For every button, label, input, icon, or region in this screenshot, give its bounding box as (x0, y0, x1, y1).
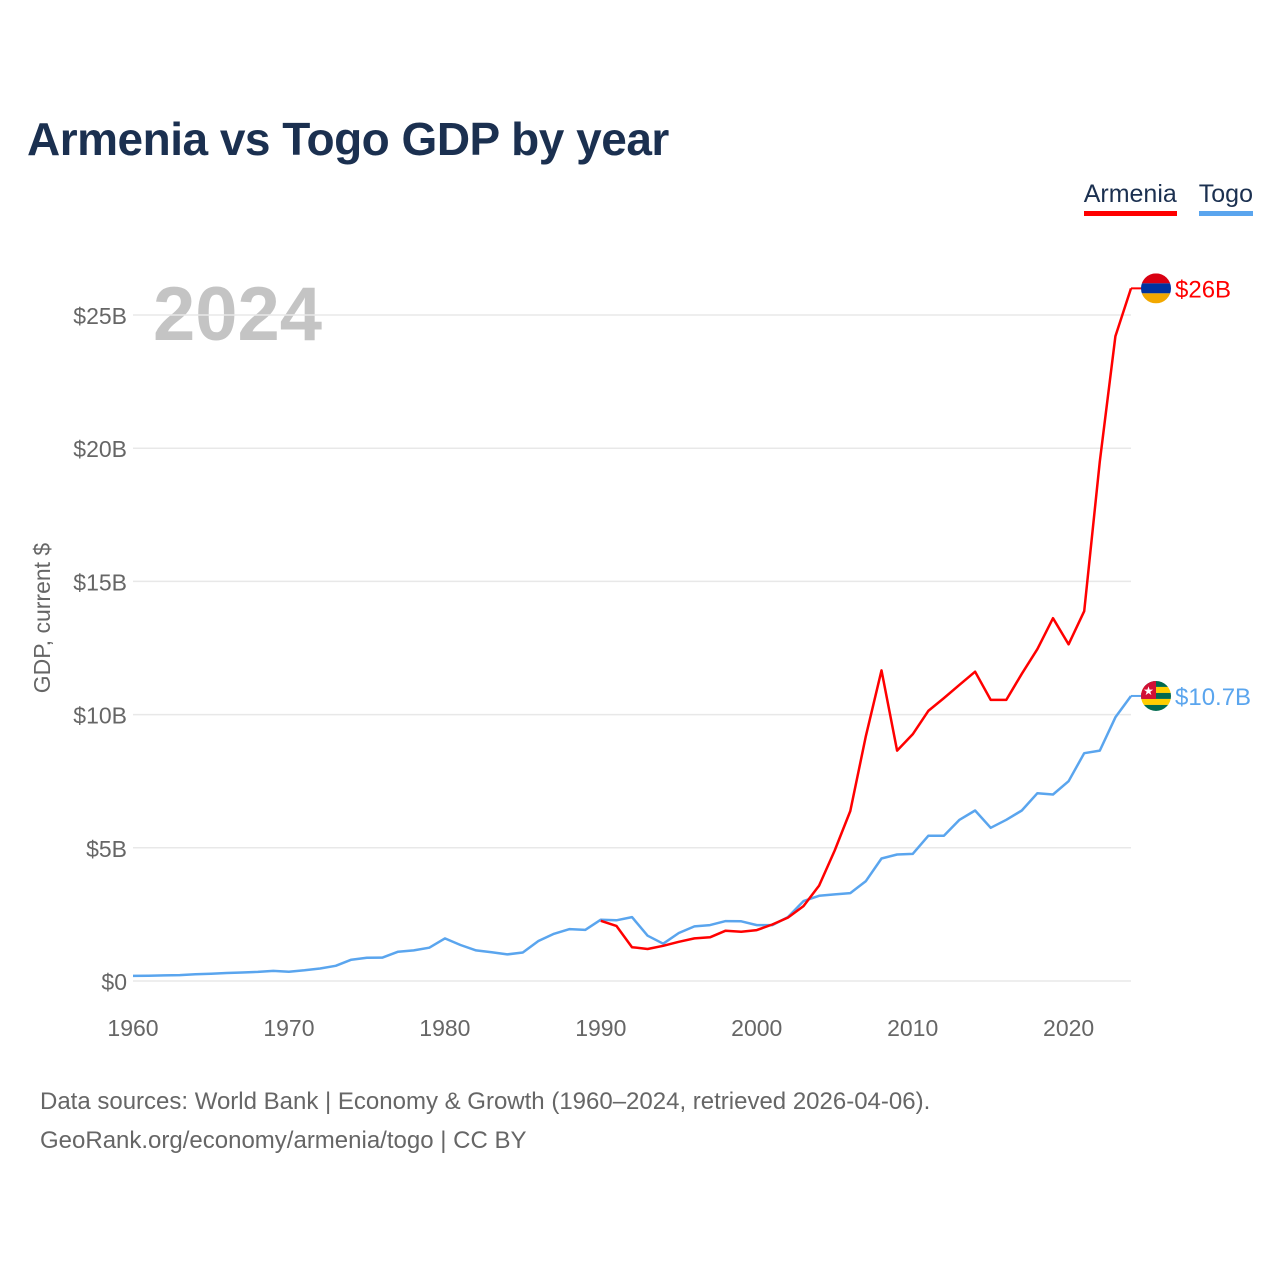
y-tick-label: $0 (101, 969, 127, 995)
x-tick-label: 1990 (575, 1015, 626, 1041)
attribution-link[interactable]: GeoRank.org/economy/armenia/togo | CC BY (40, 1127, 527, 1154)
svg-text:★: ★ (1143, 684, 1154, 698)
legend-item-armenia[interactable]: Armenia (1083, 180, 1177, 216)
y-tick-label: $15B (73, 569, 127, 595)
x-tick-label: 2020 (1043, 1015, 1094, 1041)
x-tick-label: 1980 (419, 1015, 470, 1041)
x-tick-label: 2010 (887, 1015, 938, 1041)
data-source-text: Data sources: World Bank | Economy & Gro… (40, 1088, 931, 1115)
togo-flag-icon: ★ (1141, 680, 1171, 711)
end-value-label-togo: $10.7B (1175, 684, 1251, 711)
y-axis-label: GDP, current $ (29, 543, 55, 694)
legend-item-togo[interactable]: Togo (1198, 180, 1253, 216)
x-tick-label: 1970 (263, 1015, 314, 1041)
x-tick-label: 2000 (731, 1015, 782, 1041)
y-tick-label: $25B (73, 303, 127, 329)
y-tick-label: $5B (86, 836, 127, 862)
chart-title: Armenia vs Togo GDP by year (27, 113, 669, 165)
series-line-togo (132, 695, 1133, 978)
x-tick-label: 1960 (107, 1015, 158, 1041)
y-tick-label: $20B (73, 436, 127, 462)
end-value-label-armenia: $26B (1175, 276, 1231, 303)
y-tick-label: $10B (73, 703, 127, 729)
legend: Armenia Togo (1083, 180, 1253, 216)
series-line-armenia (600, 288, 1133, 951)
armenia-flag-icon (1141, 273, 1171, 304)
footer: Data sources: World Bank | Economy & Gro… (40, 1082, 930, 1160)
